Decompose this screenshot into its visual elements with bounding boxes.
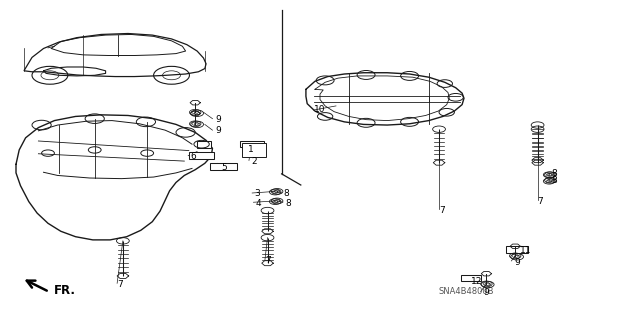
Text: 7: 7 [265, 256, 271, 265]
Polygon shape [189, 152, 214, 159]
Polygon shape [461, 275, 481, 281]
Polygon shape [210, 163, 237, 170]
Text: 9: 9 [483, 288, 489, 297]
Text: 9: 9 [215, 126, 221, 135]
Bar [242, 143, 266, 157]
Text: 8: 8 [284, 189, 289, 198]
Text: 8: 8 [552, 176, 557, 185]
Text: 7: 7 [439, 206, 445, 215]
Text: 9: 9 [215, 115, 221, 124]
Text: 2: 2 [252, 157, 257, 166]
Text: 8: 8 [552, 169, 557, 178]
Text: 8: 8 [285, 199, 291, 208]
Text: 6: 6 [191, 152, 196, 161]
Text: 10: 10 [314, 105, 325, 114]
Text: SNA4B4800B: SNA4B4800B [438, 287, 494, 296]
Text: 4: 4 [256, 199, 262, 208]
Polygon shape [506, 246, 528, 253]
Polygon shape [197, 141, 211, 148]
Polygon shape [240, 141, 264, 147]
Text: 7: 7 [117, 280, 123, 289]
Text: 5: 5 [221, 163, 227, 172]
Text: 9: 9 [514, 258, 520, 267]
Text: 12: 12 [471, 277, 483, 286]
Text: FR.: FR. [54, 285, 76, 297]
Text: 3: 3 [255, 189, 260, 198]
Text: 11: 11 [520, 246, 531, 255]
Text: 1: 1 [248, 145, 254, 154]
Text: 7: 7 [538, 197, 543, 206]
